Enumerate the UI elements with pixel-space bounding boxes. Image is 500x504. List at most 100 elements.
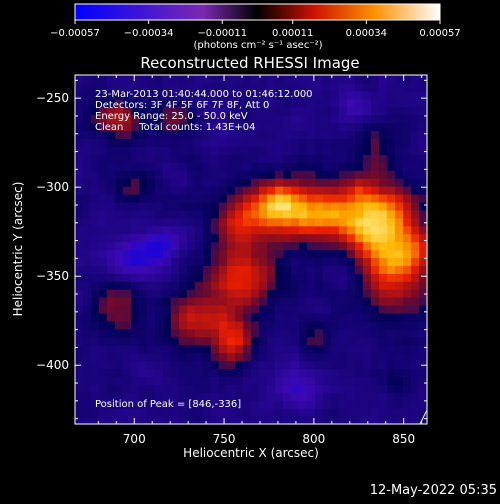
heatmap-cell <box>307 170 316 179</box>
heatmap-cell <box>139 106 148 116</box>
heatmap-cell <box>203 352 212 362</box>
heatmap-cell <box>307 90 316 100</box>
heatmap-cell <box>155 265 164 274</box>
heatmap-cell <box>163 392 172 401</box>
heatmap-cell <box>235 249 244 259</box>
heatmap-cell <box>363 257 372 266</box>
heatmap-cell <box>379 233 388 243</box>
heatmap-cell <box>211 138 220 147</box>
heatmap-cell <box>203 178 212 187</box>
heatmap-cell <box>83 360 92 370</box>
heatmap-cell <box>299 209 308 219</box>
heatmap-cell <box>251 154 260 163</box>
heatmap-cell <box>299 320 308 330</box>
heatmap-cell <box>227 193 236 203</box>
heatmap-cell <box>339 122 348 132</box>
heatmap-cell <box>147 297 156 306</box>
heatmap-cell <box>243 328 252 338</box>
heatmap-cell <box>387 201 396 211</box>
heatmap-cell <box>395 193 404 203</box>
heatmap-cell <box>283 384 292 393</box>
heatmap-cell <box>195 384 204 393</box>
heatmap-cell <box>163 186 172 195</box>
heatmap-cell <box>371 408 380 417</box>
heatmap-cell <box>283 186 292 195</box>
heatmap-cell <box>259 225 268 235</box>
heatmap-cell <box>355 249 364 259</box>
heatmap-cell <box>203 328 212 338</box>
colorbar-tick-label: 0.00011 <box>272 28 313 39</box>
heatmap-cell <box>347 106 356 116</box>
heatmap-cell <box>187 328 196 338</box>
heatmap-cell <box>307 233 316 243</box>
heatmap-cell <box>107 75 116 84</box>
heatmap-cell <box>347 257 356 266</box>
heatmap-cell <box>347 297 356 306</box>
heatmap-cell <box>307 82 316 92</box>
heatmap-cell <box>419 273 428 282</box>
heatmap-cell <box>139 297 148 306</box>
heatmap-cell <box>275 352 284 362</box>
heatmap-cell <box>267 265 276 274</box>
heatmap-cell <box>323 352 332 362</box>
heatmap-cell <box>395 360 404 370</box>
heatmap-cell <box>227 416 236 425</box>
heatmap-cell <box>291 305 300 314</box>
heatmap-cell <box>203 106 212 116</box>
heatmap-cell <box>187 75 196 84</box>
heatmap-cell <box>75 82 84 92</box>
heatmap-cell <box>315 170 324 179</box>
heatmap-cell <box>227 209 236 219</box>
heatmap-cell <box>235 344 244 354</box>
heatmap-cell <box>187 273 196 282</box>
heatmap-cell <box>195 122 204 132</box>
heatmap-cell <box>115 265 124 274</box>
heatmap-cell <box>131 170 140 179</box>
heatmap-cell <box>211 90 220 100</box>
heatmap-cell <box>403 384 412 393</box>
heatmap-cell <box>363 82 372 92</box>
heatmap-cell <box>379 249 388 259</box>
heatmap-cell <box>299 201 308 211</box>
heatmap-cell <box>163 154 172 163</box>
heatmap-cell <box>243 360 252 370</box>
heatmap-cell <box>123 249 132 259</box>
heatmap-cell <box>179 146 188 155</box>
heatmap-cell <box>243 209 252 219</box>
heatmap-cell <box>403 138 412 147</box>
heatmap-cell <box>283 138 292 147</box>
heatmap-cell <box>203 146 212 155</box>
heatmap-cell <box>123 416 132 425</box>
heatmap-cell <box>267 162 276 171</box>
heatmap-cell <box>283 170 292 179</box>
heatmap-cell <box>419 384 428 393</box>
heatmap-cell <box>251 217 260 227</box>
heatmap-cell <box>171 233 180 243</box>
heatmap-cell <box>395 241 404 251</box>
heatmap-cell <box>283 320 292 330</box>
heatmap-cell <box>131 273 140 282</box>
heatmap-cell <box>267 336 276 346</box>
heatmap-cell <box>123 90 132 100</box>
heatmap-cell <box>379 305 388 314</box>
heatmap-cell <box>419 376 428 385</box>
heatmap-cell <box>403 376 412 385</box>
heatmap-cell <box>155 162 164 171</box>
heatmap-cell <box>275 193 284 203</box>
heatmap-cell <box>107 201 116 211</box>
heatmap-cell <box>355 170 364 179</box>
heatmap-cell <box>203 344 212 354</box>
heatmap-cell <box>99 178 108 187</box>
plot-frame <box>74 74 428 425</box>
heatmap-cell <box>243 82 252 92</box>
heatmap-cell <box>139 193 148 203</box>
heatmap-cell <box>99 106 108 116</box>
heatmap-cell <box>347 408 356 417</box>
heatmap-cell <box>299 344 308 354</box>
heatmap-cell <box>395 265 404 274</box>
heatmap-cell <box>251 305 260 314</box>
heatmap-cell <box>251 312 260 322</box>
heatmap-cell <box>147 209 156 219</box>
heatmap-cell <box>203 209 212 219</box>
heatmap-cell <box>171 273 180 282</box>
